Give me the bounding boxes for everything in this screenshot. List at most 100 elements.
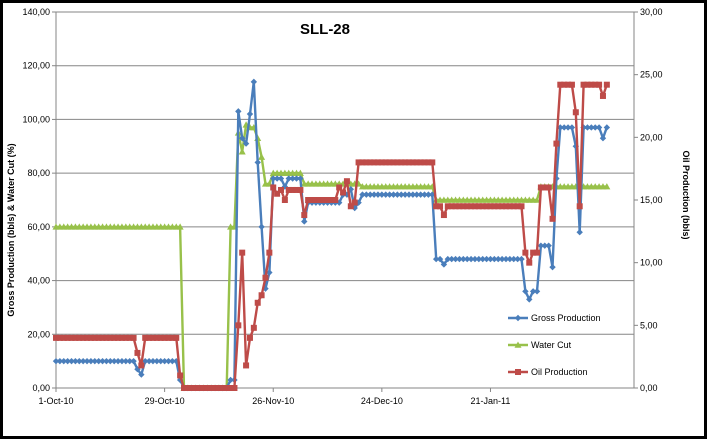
data-point-oil-production — [452, 203, 459, 210]
data-point-oil-production — [557, 81, 564, 88]
data-point-gross-production — [153, 357, 161, 365]
data-point-oil-production — [281, 197, 288, 203]
data-point-gross-production — [72, 357, 79, 365]
data-point-oil-production — [301, 212, 308, 219]
data-point-oil-production — [522, 249, 529, 256]
data-point-oil-production — [518, 203, 525, 210]
data-point-oil-production — [138, 362, 145, 369]
data-point-gross-production — [564, 124, 572, 131]
data-point-oil-production — [312, 197, 319, 203]
data-point-oil-production — [122, 334, 129, 341]
data-point-gross-production — [417, 191, 424, 198]
data-point-oil-production — [266, 249, 273, 256]
legend-label: Water Cut — [531, 340, 572, 350]
y2-tick-label: 5,00 — [640, 320, 658, 330]
data-point-oil-production — [580, 81, 587, 88]
data-point-oil-production — [285, 186, 292, 193]
data-point-gross-production — [122, 357, 130, 365]
data-point-oil-production — [270, 184, 277, 191]
data-point-gross-production — [52, 357, 60, 365]
data-point-oil-production — [320, 197, 327, 203]
data-point-oil-production — [91, 334, 98, 341]
data-point-oil-production — [537, 184, 544, 191]
y-tick-label: 0,00 — [32, 383, 50, 393]
data-point-gross-production — [149, 357, 157, 365]
data-point-oil-production — [530, 249, 537, 256]
data-point-oil-production — [499, 203, 506, 210]
data-point-gross-production — [87, 357, 95, 365]
data-point-gross-production — [529, 288, 537, 295]
data-point-gross-production — [374, 191, 382, 198]
data-point-oil-production — [53, 334, 59, 341]
x-tick-label: 1-Oct-10 — [38, 396, 73, 406]
data-point-gross-production — [491, 255, 498, 263]
data-point-oil-production — [440, 212, 447, 219]
data-point-oil-production — [506, 203, 513, 210]
y2-tick-label: 15,00 — [640, 195, 663, 205]
data-point-oil-production — [495, 203, 502, 210]
chart-title: SLL-28 — [300, 21, 350, 38]
data-point-oil-production — [219, 385, 226, 391]
data-point-oil-production — [421, 159, 428, 166]
data-point-gross-production — [56, 357, 64, 365]
data-point-gross-production — [553, 175, 560, 182]
data-point-oil-production — [243, 362, 250, 369]
data-point-oil-production — [336, 184, 343, 191]
data-point-gross-production — [514, 255, 521, 263]
data-point-oil-production — [456, 203, 463, 210]
data-point-oil-production — [487, 203, 494, 210]
data-point-gross-production — [270, 175, 277, 182]
data-point-oil-production — [231, 385, 238, 391]
data-point-oil-production — [355, 159, 362, 166]
data-point-oil-production — [437, 203, 444, 210]
data-point-oil-production — [188, 385, 195, 391]
data-point-oil-production — [475, 203, 482, 210]
data-point-gross-production — [405, 191, 413, 198]
data-point-gross-production — [79, 357, 87, 365]
data-point-oil-production — [316, 197, 323, 203]
data-point-gross-production — [242, 140, 250, 147]
data-point-gross-production — [138, 371, 145, 378]
data-point-oil-production — [460, 203, 467, 210]
data-point-gross-production — [273, 175, 281, 182]
data-point-gross-production — [367, 191, 374, 198]
data-point-oil-production — [80, 334, 87, 341]
data-point-oil-production — [526, 259, 533, 266]
data-point-oil-production — [394, 159, 401, 166]
legend-item-gross-production: Gross Production — [508, 313, 601, 323]
data-point-gross-production — [239, 135, 246, 142]
data-point-gross-production — [444, 255, 451, 263]
data-point-oil-production — [514, 203, 521, 210]
legend: Gross Production Water Cut Oil Production — [508, 313, 601, 377]
data-point-oil-production — [250, 324, 257, 331]
data-point-oil-production — [68, 334, 75, 341]
data-point-oil-production — [157, 334, 164, 341]
data-point-oil-production — [60, 334, 67, 341]
data-point-oil-production — [382, 159, 389, 166]
data-point-oil-production — [603, 81, 610, 88]
x-tick-label: 21-Jan-11 — [471, 396, 511, 406]
data-point-gross-production — [277, 175, 285, 182]
data-point-gross-production — [432, 255, 440, 263]
data-point-water-cut — [258, 153, 266, 160]
data-point-oil-production — [95, 334, 102, 341]
data-point-gross-production — [126, 357, 133, 365]
data-point-oil-production — [169, 334, 176, 341]
data-point-oil-production — [398, 159, 405, 166]
data-point-gross-production — [495, 255, 502, 263]
data-point-gross-production — [114, 357, 122, 365]
data-point-gross-production — [498, 255, 506, 263]
data-point-gross-production — [487, 255, 494, 263]
data-point-oil-production — [584, 81, 591, 88]
data-point-gross-production — [157, 357, 164, 365]
data-point-gross-production — [463, 255, 471, 263]
data-point-water-cut — [533, 196, 541, 203]
data-point-oil-production — [293, 186, 300, 193]
data-point-oil-production — [177, 372, 184, 379]
data-point-gross-production — [510, 255, 517, 263]
data-point-gross-production — [161, 357, 168, 365]
data-point-oil-production — [545, 184, 552, 191]
data-point-gross-production — [258, 223, 265, 231]
legend-marker-water-cut — [514, 341, 522, 348]
